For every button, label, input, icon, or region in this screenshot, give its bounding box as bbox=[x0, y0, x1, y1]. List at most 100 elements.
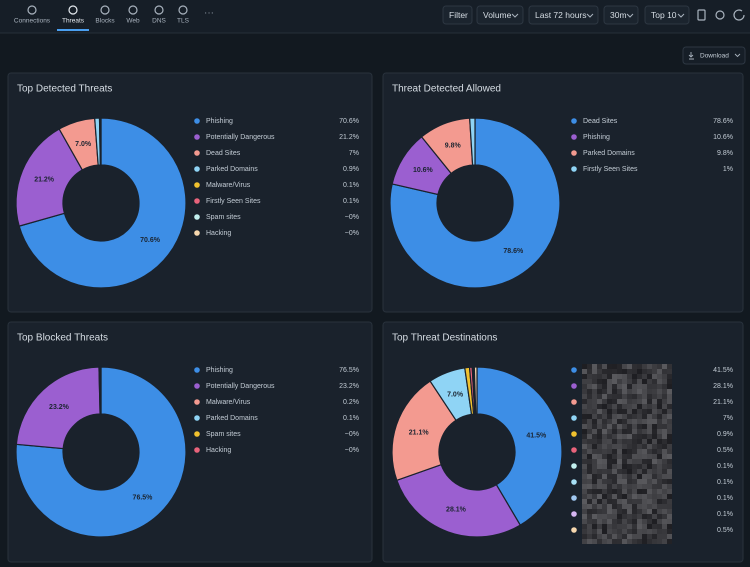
mosaic-cell bbox=[602, 409, 607, 414]
mosaic-cell bbox=[587, 414, 592, 419]
mosaic-cell bbox=[612, 509, 617, 514]
mosaic-cell bbox=[587, 439, 592, 444]
legend-label[interactable]: Firstly Seen Sites bbox=[206, 198, 261, 205]
mosaic-cell bbox=[597, 454, 602, 459]
legend-label[interactable]: Hacking bbox=[206, 230, 231, 237]
mosaic-cell bbox=[627, 394, 632, 399]
mosaic-cell bbox=[607, 489, 612, 494]
mosaic-cell bbox=[622, 469, 627, 474]
mosaic-cell bbox=[657, 454, 662, 459]
mosaic-cell bbox=[652, 534, 657, 539]
legend-swatch bbox=[194, 383, 200, 389]
legend-label[interactable]: Dead Sites bbox=[583, 118, 618, 125]
mosaic-cell bbox=[592, 414, 597, 419]
slice-label: 10.6% bbox=[413, 167, 434, 174]
nav-tab[interactable]: Blocks bbox=[95, 5, 115, 25]
mosaic-cell bbox=[612, 454, 617, 459]
nav-tab[interactable]: TLS bbox=[177, 5, 190, 25]
legend-label[interactable]: Spam sites bbox=[206, 431, 241, 438]
donut-segment[interactable] bbox=[389, 117, 561, 289]
toolbar-button[interactable]: Last 72 hours bbox=[528, 5, 599, 25]
mosaic-cell bbox=[657, 504, 662, 509]
mosaic-cell bbox=[637, 444, 642, 449]
legend-label[interactable]: Hacking bbox=[206, 447, 231, 454]
mosaic-cell bbox=[597, 514, 602, 519]
mosaic-cell bbox=[652, 449, 657, 454]
donut-segment[interactable] bbox=[15, 366, 187, 538]
toolbar-button[interactable]: Top 10 bbox=[644, 5, 690, 25]
mosaic-cell bbox=[582, 524, 587, 529]
mosaic-cell bbox=[642, 459, 647, 464]
mosaic-cell bbox=[612, 414, 617, 419]
donut-segment[interactable] bbox=[473, 366, 478, 415]
donut-segment[interactable] bbox=[15, 128, 84, 227]
legend-label[interactable]: Parked Domains bbox=[206, 415, 258, 422]
mosaic-cell bbox=[632, 439, 637, 444]
legend-label[interactable]: Phishing bbox=[583, 134, 610, 141]
bookmark-icon[interactable] bbox=[697, 9, 706, 21]
mosaic-cell bbox=[607, 364, 612, 369]
mosaic-cell bbox=[612, 484, 617, 489]
nav-tab[interactable]: Connections bbox=[14, 5, 51, 25]
legend-value: 76.5% bbox=[339, 367, 359, 374]
donut-segment[interactable] bbox=[391, 380, 457, 482]
donut-segment[interactable] bbox=[15, 366, 101, 450]
mosaic-cell bbox=[662, 364, 667, 369]
legend-label[interactable]: Potentially Dangerous bbox=[206, 134, 275, 141]
mosaic-cell bbox=[622, 374, 627, 379]
mosaic-cell bbox=[612, 464, 617, 469]
mosaic-cell bbox=[587, 429, 592, 434]
mosaic-cell bbox=[587, 379, 592, 384]
legend-swatch bbox=[194, 134, 200, 140]
toolbar-button[interactable]: Volume bbox=[476, 5, 524, 25]
legend-label[interactable]: Malware/Virus bbox=[206, 182, 251, 189]
legend-label[interactable]: Firstly Seen Sites bbox=[583, 166, 638, 173]
nav-tab[interactable]: Threats bbox=[57, 5, 89, 31]
toolbar-button[interactable]: Filter bbox=[442, 5, 473, 25]
mosaic-cell bbox=[637, 509, 642, 514]
mosaic-cell bbox=[592, 449, 597, 454]
chart-panel: Top Threat Destinations 41.5% 41.5% 28.1% 28… bbox=[382, 321, 744, 563]
mosaic-cell bbox=[622, 419, 627, 424]
legend-label[interactable]: Phishing bbox=[206, 367, 233, 374]
legend-label[interactable]: Phishing bbox=[206, 118, 233, 125]
legend-label[interactable]: Potentially Dangerous bbox=[206, 383, 275, 390]
mosaic-cell bbox=[617, 454, 622, 459]
donut-segment[interactable] bbox=[18, 117, 187, 289]
toolbar-button[interactable]: 30m bbox=[603, 5, 639, 25]
mosaic-cell bbox=[657, 374, 662, 379]
button-frame bbox=[442, 5, 473, 25]
mosaic-cell bbox=[627, 384, 632, 389]
mosaic-cell bbox=[597, 364, 602, 369]
mosaic-cell bbox=[667, 479, 672, 484]
tab-label: Web bbox=[126, 18, 140, 25]
slice-label: 70.6% bbox=[140, 237, 161, 244]
chart-panel: Top Detected Threats 70.6% Phishing 70.6% 21… bbox=[7, 72, 373, 313]
mosaic-cell bbox=[657, 494, 662, 499]
legend-label[interactable]: Malware/Virus bbox=[206, 399, 251, 406]
nav-tab[interactable]: Web bbox=[126, 5, 140, 25]
more-menu[interactable]: ··· bbox=[204, 8, 214, 19]
legend-label[interactable]: Parked Domains bbox=[583, 150, 635, 157]
legend-label[interactable]: Dead Sites bbox=[206, 150, 241, 157]
tab-label: TLS bbox=[177, 18, 190, 25]
legend-swatch bbox=[194, 166, 200, 172]
button-label: Top 10 bbox=[651, 10, 677, 20]
mosaic-cell bbox=[617, 459, 622, 464]
mosaic-cell bbox=[632, 534, 637, 539]
mosaic-cell bbox=[667, 409, 672, 414]
donut-segment[interactable] bbox=[469, 117, 476, 166]
legend-label[interactable]: Spam sites bbox=[206, 214, 241, 221]
mosaic-cell bbox=[602, 539, 607, 544]
mosaic-cell bbox=[667, 459, 672, 464]
nav-tab[interactable]: DNS bbox=[152, 5, 167, 25]
donut-segment[interactable] bbox=[476, 366, 563, 526]
mosaic-cell bbox=[652, 529, 657, 534]
donut-segment[interactable] bbox=[396, 463, 522, 538]
mosaic-cell bbox=[642, 404, 647, 409]
settings-icon[interactable] bbox=[715, 10, 725, 20]
legend-label[interactable]: Parked Domains bbox=[206, 166, 258, 173]
refresh-icon[interactable] bbox=[733, 9, 745, 21]
download-button[interactable]: Download bbox=[682, 46, 746, 65]
